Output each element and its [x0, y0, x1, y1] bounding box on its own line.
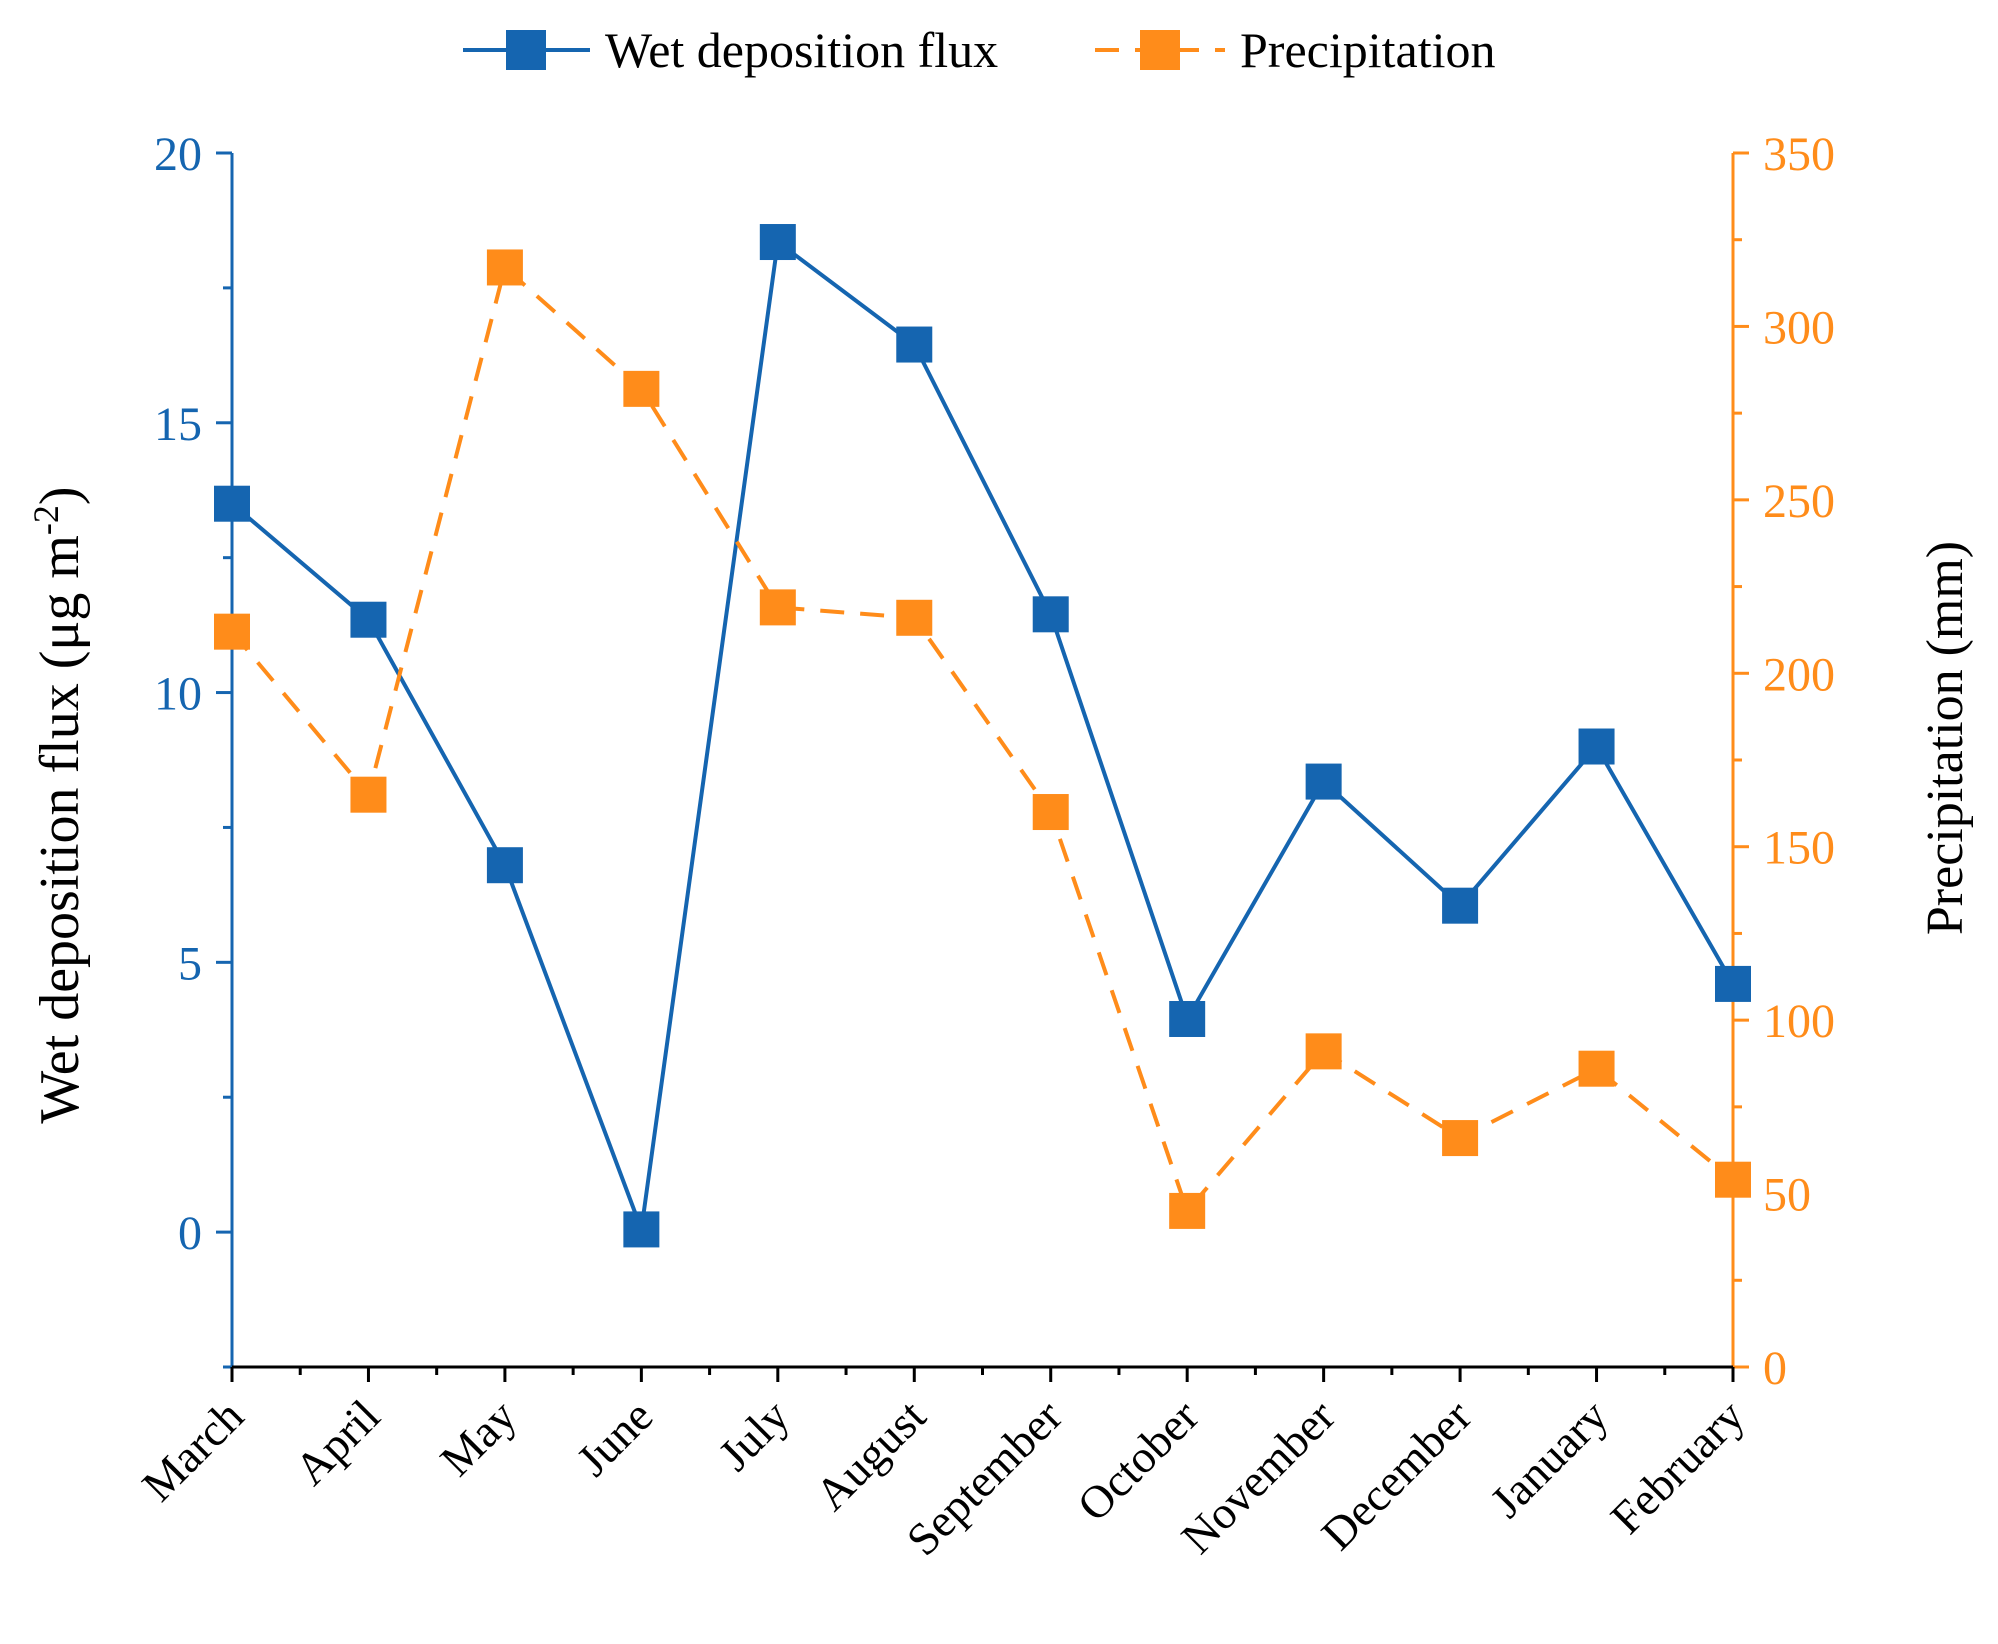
y-left-tick-label: 10 [154, 668, 202, 721]
y-right-tick-label: 200 [1763, 648, 1835, 701]
data-marker [759, 224, 796, 261]
x-tick-label: January [1480, 1390, 1617, 1527]
data-marker [1032, 596, 1069, 633]
x-tick-label: March [132, 1390, 253, 1511]
series-layer [214, 224, 1751, 1248]
x-tick-label: October [1067, 1390, 1208, 1531]
legend: Wet deposition flux Precipitation [463, 22, 1496, 78]
series-line [230, 240, 1735, 1232]
x-tick-label: June [567, 1390, 663, 1486]
data-marker [214, 613, 250, 650]
y-right-tick-label: 350 [1763, 128, 1835, 181]
data-marker [1715, 1161, 1751, 1198]
data-marker [1169, 1000, 1206, 1037]
data-marker [214, 485, 250, 522]
y-right-tick-label: 250 [1763, 475, 1835, 528]
y-right-tick-label: 300 [1763, 301, 1835, 354]
axis-labels: Wet deposition flux (μg m-2) Precipitati… [26, 486, 1974, 1123]
series-line [230, 265, 1735, 1213]
data-marker [350, 601, 387, 638]
series-precipitation [214, 249, 1751, 1229]
y-left-tick-label: 20 [154, 128, 202, 181]
data-marker [623, 370, 660, 407]
data-marker [759, 589, 796, 626]
data-marker [623, 1211, 660, 1248]
y-right-tick-label: 100 [1763, 995, 1835, 1048]
data-marker [896, 326, 933, 363]
y-left-tick-label: 0 [178, 1207, 202, 1260]
y-right-tick-label: 150 [1763, 822, 1835, 875]
y-right-tick-label: 50 [1763, 1169, 1811, 1222]
legend-marker-wet-deposition [506, 30, 546, 70]
data-marker [1578, 1050, 1615, 1087]
y-right-tick-label: 0 [1763, 1342, 1787, 1395]
data-marker [1305, 763, 1342, 800]
legend-label-wet-deposition: Wet deposition flux [605, 22, 998, 78]
data-marker [486, 847, 523, 884]
x-tick-label: December [1311, 1390, 1481, 1560]
data-marker [1305, 1033, 1342, 1070]
y-left-axis-label: Wet deposition flux (μg m-2) [26, 486, 91, 1123]
data-marker [1032, 794, 1069, 831]
y-left-tick-label: 5 [178, 937, 202, 990]
data-marker [1578, 728, 1615, 765]
x-tick-label: April [285, 1390, 390, 1495]
x-tick-label: July [709, 1390, 799, 1480]
series-wet-deposition-flux [214, 224, 1751, 1248]
data-marker [1442, 1120, 1479, 1157]
data-marker [1715, 965, 1751, 1002]
data-marker [1169, 1192, 1206, 1229]
data-marker [1442, 887, 1479, 924]
x-tick-label: February [1601, 1390, 1754, 1543]
legend-label-precipitation: Precipitation [1240, 22, 1496, 78]
data-marker [486, 249, 523, 286]
x-tick-label: August [805, 1390, 935, 1520]
data-marker [350, 776, 387, 813]
legend-marker-precipitation [1140, 30, 1180, 70]
x-tick-label: May [430, 1390, 526, 1486]
y-right-axis-label: Precipitation (mm) [1917, 541, 1974, 935]
data-marker [896, 599, 933, 636]
y-left-tick-label: 15 [154, 398, 202, 451]
